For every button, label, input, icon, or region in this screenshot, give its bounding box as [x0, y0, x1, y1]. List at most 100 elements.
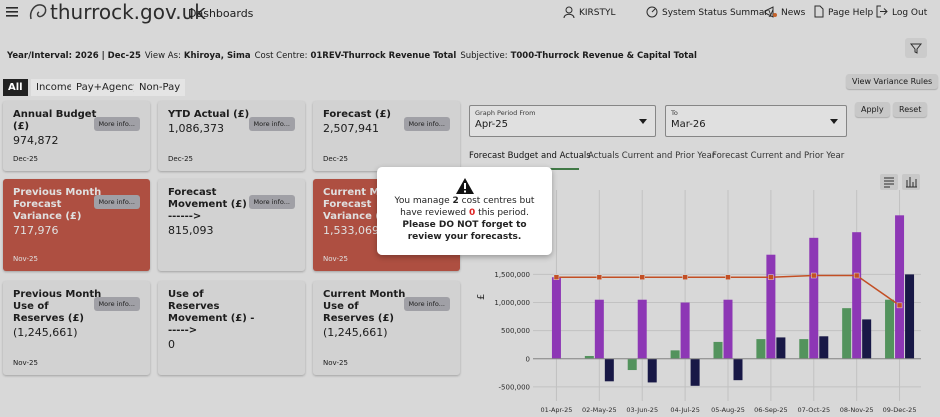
period-to-select[interactable]: To Mar-26 [665, 105, 847, 137]
bar [842, 308, 852, 359]
reminder-modal: You manage 2 cost centres but have revie… [377, 167, 552, 255]
kpi-card: Current Month Use of Reserves (£) (1,245,… [313, 281, 460, 375]
kpi-card: YTD Actual (£) 1,086,373 Dec-25 More info..… [158, 101, 305, 171]
reset-button[interactable]: Reset [893, 102, 928, 117]
filter-tab[interactable]: Income [31, 79, 78, 96]
filter-label: Year/Interval: [7, 51, 72, 61]
nav-link[interactable]: Log Out [892, 8, 928, 18]
bar [594, 299, 604, 359]
nav-link[interactable]: News [781, 8, 806, 18]
chart-tab[interactable]: Forecast Budget and Actuals [469, 151, 591, 161]
filter-tab[interactable]: Non-Pay [134, 79, 186, 96]
filter-label: Subjective: [460, 51, 508, 61]
card-date: Dec-25 [323, 155, 348, 163]
bar [680, 302, 690, 359]
y-tick-label: -500,000 [499, 383, 530, 391]
x-tick-label: 06-Sep-25 [754, 406, 787, 414]
kpi-card: Previous Month Forecast Variance (£) 717,… [3, 179, 150, 271]
card-value: 974,872 [13, 134, 59, 147]
bar [647, 358, 657, 383]
variance-rules-button[interactable]: View Variance Rules [846, 74, 939, 89]
filter-tab[interactable]: Pay+Agency [71, 79, 145, 96]
select-value: Apr-25 [475, 119, 508, 130]
filter-value: 2026 | Dec-25 [75, 51, 141, 61]
warning-icon [456, 178, 474, 194]
card-value: (1,245,661) [13, 326, 78, 339]
card-value: 1,533,069 [323, 224, 379, 237]
filter-tab[interactable]: All [3, 79, 28, 96]
card-value: 815,093 [168, 224, 214, 237]
more-info-button[interactable]: More info... [93, 297, 140, 311]
line-marker [768, 274, 774, 280]
bar [690, 358, 700, 386]
bar [713, 341, 723, 359]
card-date: Nov-25 [13, 359, 38, 367]
menu-icon[interactable] [6, 7, 18, 17]
select-value: Mar-26 [671, 119, 706, 130]
more-info-button[interactable]: More info... [93, 117, 140, 131]
chart-tab[interactable]: Actuals Current and Prior Year [588, 151, 716, 161]
apply-button[interactable]: Apply [855, 102, 890, 117]
logout-icon [876, 5, 888, 18]
bar [799, 339, 809, 359]
user-icon [563, 6, 575, 18]
site-name[interactable]: thurrock.gov.uk [50, 0, 206, 24]
line-marker [853, 272, 860, 279]
x-tick-label: 05-Aug-25 [711, 406, 745, 414]
table-view-button[interactable] [880, 174, 898, 190]
x-tick-label: 03-Jun-25 [626, 406, 658, 414]
card-date: Dec-25 [13, 155, 38, 163]
kpi-card: Use of Reserves Movement (£) ------> 0 [158, 281, 305, 375]
card-date: Nov-25 [323, 359, 348, 367]
card-title: Annual Budget (£) [13, 109, 97, 132]
modal-warning: Please DO NOT forget to review your fore… [402, 220, 527, 242]
bar [627, 358, 637, 371]
y-tick-label: 1,000,000 [494, 299, 530, 307]
line-marker [811, 272, 817, 279]
y-tick-label: 1,500,000 [494, 271, 530, 279]
nav-link[interactable]: Page Help [828, 8, 874, 18]
bar [809, 237, 819, 359]
modal-text-part: You manage [394, 196, 453, 206]
card-title: Previous Month Use of Reserves (£) [13, 289, 102, 324]
bar [852, 232, 862, 359]
bar [733, 358, 743, 381]
card-title: Current Month Forecast Variance (£) [323, 187, 406, 222]
line-marker [553, 274, 560, 280]
x-tick-label: 01-Apr-25 [540, 406, 572, 414]
chart-tab[interactable]: Forecast Current and Prior Year [712, 151, 845, 161]
card-title: Current Month Use of Reserves (£) [323, 289, 406, 324]
filter-label: View As: [144, 51, 181, 61]
logo-icon [29, 4, 47, 20]
more-info-button[interactable]: More info... [403, 117, 450, 131]
y-axis-label: £ [476, 294, 487, 300]
more-info-button[interactable]: More info... [403, 297, 450, 311]
select-label: Graph Period From [475, 109, 536, 117]
filter-label: Cost Centre: [254, 51, 308, 61]
y-tick-label: 0 [526, 355, 530, 363]
filter-value: T000-Thurrock Revenue & Capital Total [510, 51, 697, 61]
chart-view-button[interactable] [902, 174, 920, 190]
card-title: Forecast (£) [323, 109, 391, 120]
kpi-card: Forecast (£) 2,507,941 Dec-25 More info... [313, 101, 460, 171]
more-info-button[interactable]: More info... [248, 195, 295, 209]
bar [670, 350, 680, 359]
bar [756, 339, 766, 359]
status-icon [646, 6, 658, 18]
bar [584, 355, 594, 359]
x-tick-label: 04-Jul-25 [670, 406, 699, 414]
filter-button[interactable] [905, 38, 927, 58]
line-marker [896, 302, 903, 309]
more-info-button[interactable]: More info... [248, 117, 295, 131]
more-info-button[interactable]: More info... [93, 195, 140, 209]
card-title: Use of Reserves Movement (£) ------> [168, 289, 255, 336]
period-from-select[interactable]: Graph Period From Apr-25 [469, 105, 656, 137]
bar [895, 215, 905, 359]
card-value: 717,976 [13, 224, 59, 237]
nav-link[interactable]: System Status Summary [662, 8, 774, 18]
bar [885, 299, 895, 359]
user-name[interactable]: KIRSTYL [579, 8, 616, 18]
line-marker [639, 274, 645, 280]
card-date: Nov-25 [13, 255, 38, 263]
